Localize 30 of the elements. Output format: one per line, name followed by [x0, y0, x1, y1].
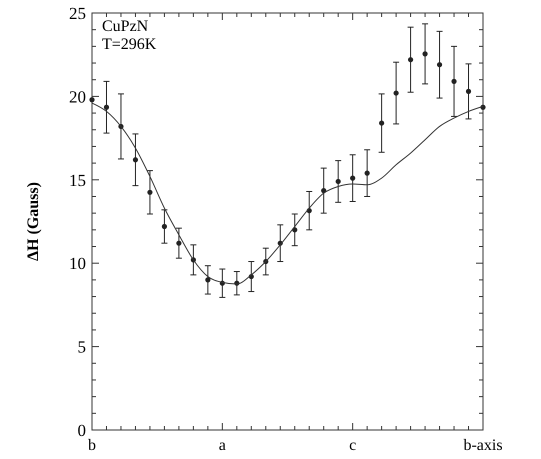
point: [205, 277, 210, 282]
point: [336, 178, 341, 184]
x-tick-label: c: [349, 437, 356, 454]
annotation: CuPzN: [102, 18, 149, 35]
point: [350, 176, 356, 181]
x-tick-label: a: [218, 437, 226, 454]
y-tick-label: 5: [78, 338, 86, 357]
y-tick-label: 25: [69, 4, 86, 23]
y-tick-label: 15: [69, 170, 86, 190]
point: [176, 240, 182, 246]
point: [104, 104, 110, 110]
point: [379, 120, 384, 126]
y-tick-label: 0: [78, 421, 86, 440]
point: [132, 157, 138, 162]
annotation: T=296K: [102, 36, 157, 53]
point: [394, 90, 399, 96]
x-tick-label: b: [88, 437, 96, 454]
point: [466, 88, 472, 94]
point: [408, 57, 414, 62]
point: [147, 190, 153, 195]
x-tick-label: b-axis: [463, 437, 503, 454]
y-axis-title: ΔH (Gauss): [25, 182, 42, 261]
point: [436, 62, 442, 68]
point: [89, 97, 95, 102]
point: [162, 224, 168, 230]
point: [451, 78, 457, 84]
y-tick-label: 10: [69, 254, 86, 274]
point: [364, 170, 370, 176]
point: [422, 51, 428, 56]
y-tick-label: 20: [69, 87, 86, 106]
